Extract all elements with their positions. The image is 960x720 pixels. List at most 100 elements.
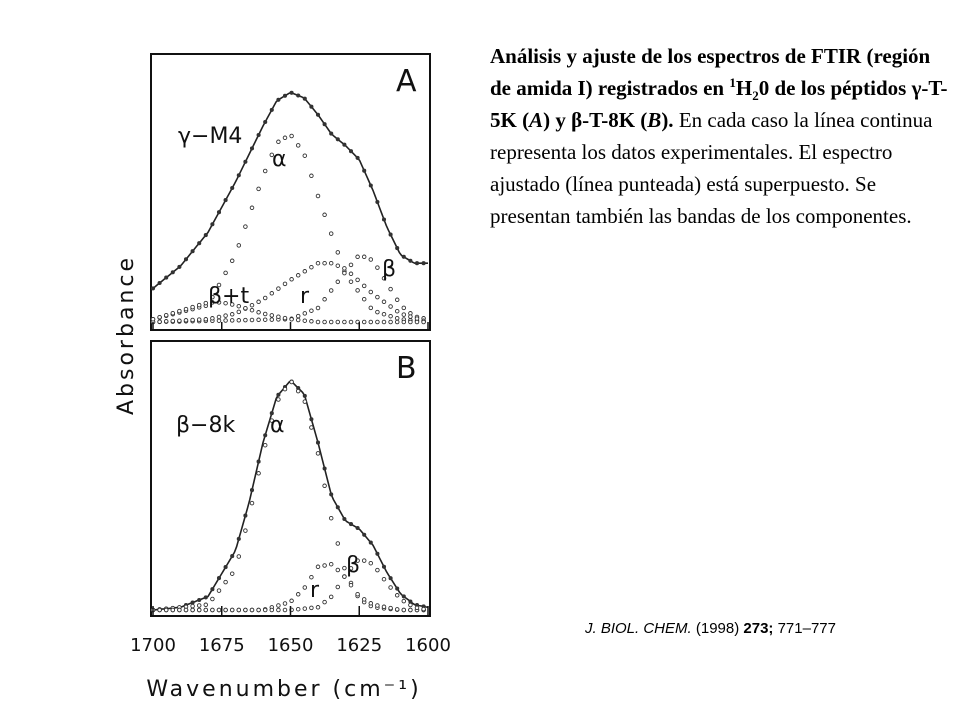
data-point: [388, 232, 393, 237]
data-point: [408, 319, 413, 325]
data-point: [256, 607, 261, 613]
data-point: [328, 561, 334, 567]
data-point: [394, 297, 400, 303]
data-point: [368, 257, 374, 262]
panel-a-letter: A: [396, 64, 417, 99]
data-point: [263, 433, 268, 438]
data-point: [315, 440, 321, 445]
panel-b-component-β-dots: [150, 558, 426, 613]
data-point: [249, 307, 255, 313]
data-point: [335, 250, 341, 255]
data-point: [361, 597, 367, 602]
data-point: [256, 317, 261, 323]
data-point: [348, 566, 354, 571]
data-point: [329, 492, 334, 497]
data-point: [408, 258, 413, 263]
data-point: [401, 598, 407, 604]
data-point: [309, 574, 314, 580]
data-point: [348, 262, 354, 268]
data-point: [361, 283, 367, 289]
data-point: [236, 303, 242, 309]
data-point: [295, 606, 301, 612]
data-point: [355, 277, 360, 283]
data-point: [223, 313, 228, 318]
data-point: [282, 315, 288, 321]
data-point: [243, 305, 248, 311]
data-point: [394, 593, 400, 598]
data-point: [348, 582, 354, 588]
data-point: [177, 607, 182, 613]
data-point: [381, 319, 387, 325]
ftir-figure: A γ−M4 α β r β+t B β−8k α r β 1700 1675 16…: [114, 53, 451, 702]
data-point: [269, 411, 274, 416]
data-point: [203, 607, 209, 613]
panel-a-beta-label: β: [382, 257, 396, 282]
data-point: [328, 515, 334, 521]
data-point: [328, 260, 334, 266]
data-point: [342, 270, 347, 276]
data-point: [342, 142, 347, 147]
data-point: [236, 243, 242, 248]
data-point: [315, 193, 321, 199]
data-point: [216, 314, 222, 320]
data-point: [394, 308, 400, 314]
data-point: [229, 302, 235, 307]
data-point: [203, 317, 209, 322]
data-point: [282, 135, 288, 141]
caption-h: H: [735, 76, 753, 100]
data-point: [368, 319, 374, 325]
data-point: [368, 289, 374, 295]
data-point: [348, 522, 354, 527]
data-point: [262, 311, 268, 317]
data-point: [177, 318, 182, 323]
data-point: [322, 212, 327, 218]
data-point: [368, 560, 374, 566]
data-point: [249, 500, 255, 506]
data-point: [421, 261, 426, 266]
data-point: [309, 173, 314, 179]
data-point: [282, 281, 288, 287]
data-point: [394, 607, 400, 612]
data-point: [302, 311, 308, 316]
data-point: [348, 271, 354, 277]
data-point: [322, 483, 327, 489]
data-point: [342, 319, 347, 325]
data-point: [196, 302, 202, 308]
data-point: [210, 300, 215, 305]
caption-panel-a-ref: A: [529, 108, 544, 132]
data-point: [355, 558, 360, 563]
data-point: [249, 488, 255, 493]
data-point: [249, 205, 255, 211]
data-point: [302, 153, 308, 158]
data-point: [342, 516, 347, 522]
data-point: [216, 282, 222, 288]
data-point: [381, 311, 387, 317]
data-point: [236, 309, 242, 315]
data-point: [362, 532, 367, 537]
data-point: [355, 591, 360, 597]
data-point: [276, 314, 281, 319]
data-point: [421, 319, 426, 325]
data-point: [170, 318, 176, 324]
caption-bold-3: ) y β-T-8K (: [543, 108, 648, 132]
data-point: [375, 309, 380, 315]
panel-a-component-α-dots: [150, 133, 426, 324]
data-point: [262, 442, 268, 448]
data-point: [408, 314, 413, 319]
data-point: [276, 397, 281, 402]
data-point: [309, 264, 314, 270]
panel-b-r-label: r: [310, 578, 320, 603]
caption-superscript: 1: [729, 75, 736, 90]
data-point: [328, 288, 334, 293]
data-point: [190, 607, 195, 613]
data-point: [289, 133, 294, 139]
data-point: [223, 607, 228, 613]
data-point: [315, 112, 321, 117]
data-point: [388, 585, 393, 590]
data-point: [170, 310, 176, 316]
data-point: [183, 306, 189, 312]
data-point: [183, 607, 189, 613]
data-point: [276, 286, 281, 291]
data-point: [342, 574, 347, 579]
data-point: [355, 288, 360, 293]
